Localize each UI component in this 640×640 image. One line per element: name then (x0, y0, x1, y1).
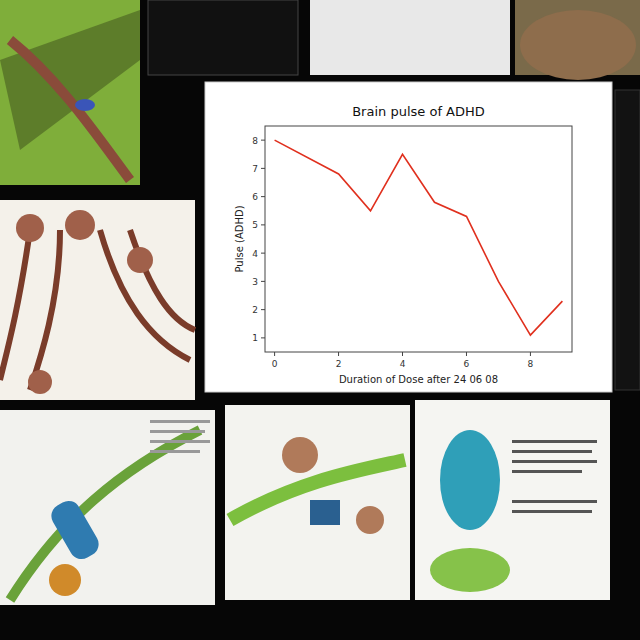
document-panel (310, 0, 510, 75)
plant-panel (225, 405, 410, 600)
blue-organ (310, 500, 340, 525)
x-tick-label: 8 (528, 359, 534, 369)
x-tick (338, 352, 339, 356)
node (127, 247, 153, 273)
y-tick-label: 3 (252, 277, 258, 287)
y-tick (261, 337, 265, 338)
green-organ (430, 548, 510, 592)
y-tick-label: 2 (252, 305, 258, 315)
chart-panel (205, 82, 612, 392)
blue-spot (75, 99, 95, 111)
node (16, 214, 44, 242)
node (28, 370, 52, 394)
screen-panel (148, 0, 298, 75)
collage: Brain pulse of ADHD 1 2 3 4 5 6 7 8 0 2 4 6 8 Duration… (0, 0, 640, 640)
node (65, 210, 95, 240)
blue-organ (47, 497, 103, 564)
screen-strip (615, 90, 640, 390)
texture-blob (520, 10, 636, 80)
roots (0, 230, 195, 390)
data-group (275, 140, 563, 335)
y-tick-label: 4 (252, 249, 258, 259)
y-tick-label: 8 (252, 136, 258, 146)
y-tick (261, 224, 265, 225)
blue-organ (440, 430, 500, 530)
y-axis-title: Pulse (ADHD) (234, 205, 245, 272)
x-tick-label: 4 (400, 359, 406, 369)
background (0, 0, 640, 640)
chart: Brain pulse of ADHD 1 2 3 4 5 6 7 8 0 2 4 6 8 Duration… (0, 0, 640, 640)
x-tick (402, 352, 403, 356)
document-panel (415, 400, 610, 600)
y-tick (261, 281, 265, 282)
y-tick (261, 253, 265, 254)
y-tick-label: 1 (252, 333, 258, 343)
data-line (275, 140, 563, 335)
leaf-panel (0, 0, 140, 185)
y-tick (261, 196, 265, 197)
stem (10, 40, 130, 180)
plant-panel (0, 410, 215, 605)
x-tick (274, 352, 275, 356)
x-axis-title: Duration of Dose after 24 06 08 (339, 374, 498, 385)
x-tick-label: 0 (272, 359, 278, 369)
y-tick-label: 7 (252, 164, 258, 174)
y-tick (261, 309, 265, 310)
stem (10, 430, 200, 600)
node (49, 564, 81, 596)
y-tick (261, 140, 265, 141)
x-tick (466, 352, 467, 356)
y-tick-label: 5 (252, 220, 258, 230)
y-tick-label: 6 (252, 192, 258, 202)
title: Brain pulse of ADHD (352, 104, 485, 119)
x-tick-label: 6 (464, 359, 470, 369)
anatomy-panel (0, 200, 195, 400)
x-tick (530, 352, 531, 356)
plot-frame (265, 126, 572, 352)
y-tick (261, 168, 265, 169)
node (282, 437, 318, 473)
leaf-shape (0, 10, 140, 150)
node (356, 506, 384, 534)
x-tick-label: 2 (336, 359, 342, 369)
text-lines (150, 420, 597, 513)
